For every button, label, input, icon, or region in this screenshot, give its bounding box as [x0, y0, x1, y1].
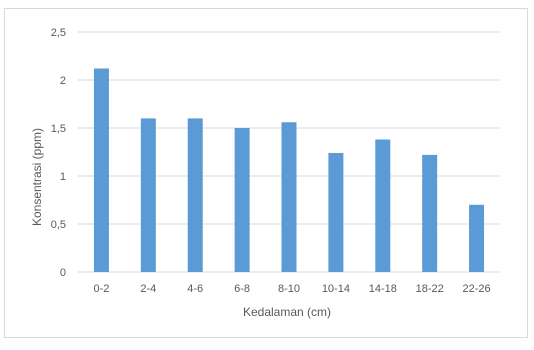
x-tick-label: 6-8 — [234, 283, 250, 295]
bar — [469, 204, 485, 272]
bars — [93, 68, 485, 273]
bar — [328, 152, 344, 272]
y-tick-label: 2 — [60, 75, 66, 87]
x-tick-label: 22-26 — [462, 283, 490, 295]
x-tick-label: 8-10 — [278, 283, 300, 295]
bar — [422, 154, 438, 272]
y-tick-labels: 0 0,5 1 1,5 2 2,5 — [51, 27, 66, 279]
x-tick-label: 14-18 — [369, 283, 397, 295]
x-axis-title: Kedalaman (cm) — [243, 305, 331, 319]
x-tick-label: 4-6 — [187, 283, 203, 295]
bar — [93, 68, 109, 272]
bar — [234, 128, 250, 272]
y-tick-label: 2,5 — [51, 27, 66, 39]
x-tick-label: 2-4 — [140, 283, 156, 295]
x-tick-label: 18-22 — [416, 283, 444, 295]
y-tick-label: 1,5 — [51, 123, 66, 135]
bar — [140, 118, 156, 273]
x-tick-label: 10-14 — [322, 283, 350, 295]
y-tick-label: 0 — [60, 267, 66, 279]
bar — [281, 122, 297, 273]
x-tick-label: 0-2 — [93, 283, 109, 295]
bar — [187, 118, 203, 273]
chart-frame — [4, 8, 528, 338]
x-tick-labels: 0-2 2-4 4-6 6-8 8-10 10-14 14-18 18-22 22-26 — [93, 283, 490, 295]
y-tick-label: 1 — [60, 171, 66, 183]
y-axis-title: Konsentrasi (ppm) — [30, 128, 44, 226]
y-tick-label: 0,5 — [51, 219, 66, 231]
bar — [375, 139, 391, 272]
